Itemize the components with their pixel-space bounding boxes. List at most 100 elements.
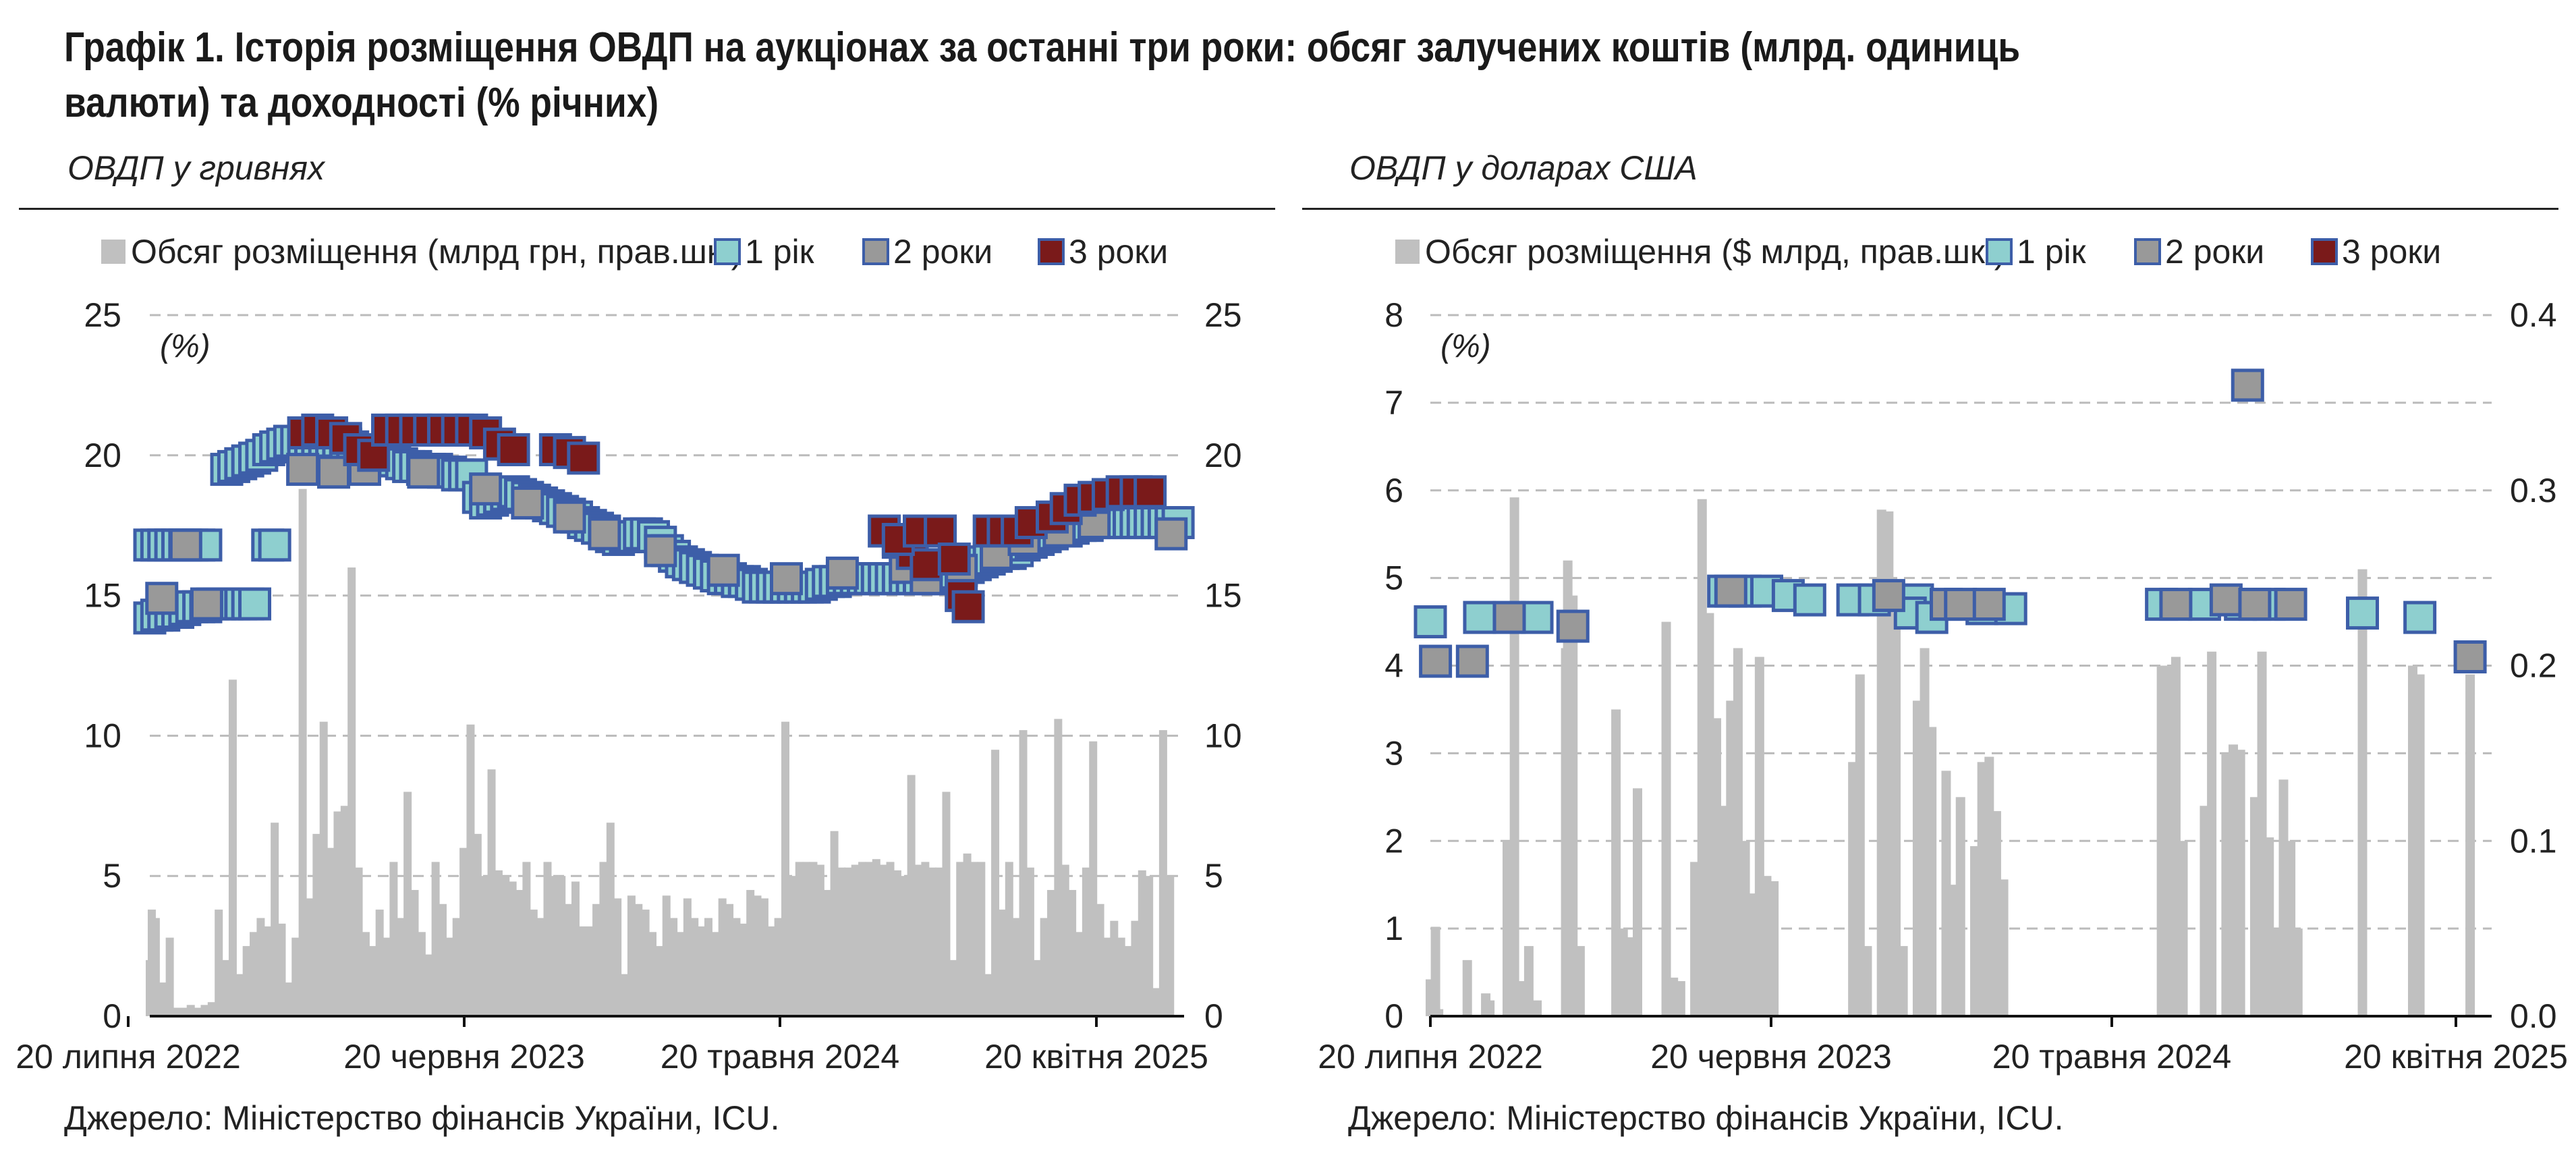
yield-marker-2 bbox=[169, 528, 202, 562]
volume-bar bbox=[445, 937, 454, 1016]
volume-bar bbox=[1102, 937, 1111, 1016]
volume-bar bbox=[1532, 1000, 1542, 1016]
volume-bar bbox=[1096, 903, 1104, 1016]
volume-bar bbox=[522, 862, 531, 1016]
volume-bar bbox=[298, 489, 307, 1016]
volume-bar bbox=[1898, 946, 1908, 1016]
volume-bar bbox=[1949, 885, 1959, 1016]
volume-bar bbox=[2257, 651, 2267, 1016]
legend-swatch bbox=[1395, 240, 1420, 264]
yield-marker-2 bbox=[2209, 583, 2243, 617]
volume-bar bbox=[2156, 665, 2166, 1016]
volume-bar bbox=[718, 898, 727, 1016]
legend-label: 1 рік bbox=[745, 233, 815, 271]
yield-marker-3 bbox=[909, 548, 943, 582]
yield-marker-2 bbox=[1972, 588, 2006, 621]
volume-bar bbox=[1509, 497, 1519, 1016]
volume-bar bbox=[914, 864, 923, 1016]
yield-marker-1 bbox=[1463, 601, 1496, 634]
unit-label: (%) bbox=[160, 329, 211, 364]
volume-bar bbox=[501, 876, 510, 1016]
volume-bar bbox=[466, 724, 475, 1016]
legend-label: 3 роки bbox=[1069, 233, 1168, 271]
volume-bar bbox=[487, 769, 496, 1016]
volume-bar bbox=[1625, 937, 1635, 1016]
yield-marker-2 bbox=[1492, 601, 1526, 634]
volume-bar bbox=[1575, 946, 1585, 1016]
right-axis-tick-label: 20 bbox=[1204, 437, 1242, 474]
legend-swatch bbox=[862, 238, 889, 265]
volume-bar bbox=[319, 721, 328, 1016]
volume-bar bbox=[802, 862, 811, 1016]
volume-bar bbox=[795, 862, 804, 1016]
yield-marker-2 bbox=[145, 582, 179, 615]
volume-bar bbox=[963, 853, 972, 1016]
yield-marker-2 bbox=[706, 553, 740, 587]
volume-bar bbox=[879, 864, 888, 1016]
volume-bar bbox=[592, 903, 601, 1016]
right-axis-tick-label: 0 bbox=[1204, 997, 1223, 1035]
volume-bar bbox=[2293, 928, 2303, 1016]
volume-bar bbox=[1991, 811, 2001, 1016]
volume-bar bbox=[1977, 762, 1987, 1016]
yield-marker-2 bbox=[1944, 588, 1978, 621]
unit-label: (%) bbox=[1440, 329, 1491, 364]
x-axis-tick-label: 20 липня 2022 bbox=[1318, 1038, 1543, 1076]
volume-bar bbox=[417, 932, 426, 1016]
volume-bar bbox=[1669, 977, 1679, 1016]
volume-bar bbox=[529, 910, 538, 1016]
volume-bar bbox=[774, 918, 783, 1016]
left-axis-tick-label: 2 bbox=[1384, 822, 1403, 860]
volume-bar bbox=[1145, 876, 1154, 1016]
right-axis-tick-label: 0.1 bbox=[2510, 822, 2557, 860]
volume-bar bbox=[1769, 881, 1779, 1016]
volume-bar bbox=[613, 898, 622, 1016]
left-axis-tick-label: 8 bbox=[1384, 296, 1403, 334]
volume-bar bbox=[921, 862, 930, 1016]
volume-bar bbox=[1089, 741, 1098, 1016]
left-axis-tick-label: 15 bbox=[84, 577, 121, 615]
volume-bar bbox=[473, 833, 482, 1016]
volume-bar bbox=[1733, 648, 1743, 1016]
right-axis-tick-label: 5 bbox=[1204, 857, 1223, 895]
volume-bar bbox=[159, 982, 167, 1016]
volume-bar bbox=[564, 903, 573, 1016]
volume-bar bbox=[383, 937, 391, 1016]
volume-bar bbox=[1005, 862, 1013, 1016]
left-axis-tick-label: 5 bbox=[1384, 559, 1403, 597]
volume-bar bbox=[767, 926, 776, 1016]
volume-bar bbox=[1675, 981, 1685, 1016]
right-axis-tick-label: 15 bbox=[1204, 577, 1242, 615]
volume-bar bbox=[627, 895, 636, 1016]
volume-bar bbox=[928, 867, 936, 1016]
volume-bar bbox=[228, 679, 237, 1016]
volume-bar bbox=[207, 1002, 216, 1016]
yield-marker-2 bbox=[2159, 588, 2193, 621]
volume-bar bbox=[1462, 959, 1472, 1016]
volume-bar bbox=[753, 895, 762, 1016]
volume-bar bbox=[305, 898, 314, 1016]
legend-swatch bbox=[2311, 238, 2338, 265]
volume-bar bbox=[2278, 779, 2289, 1016]
volume-bar bbox=[1019, 730, 1028, 1016]
volume-bar bbox=[1712, 718, 1722, 1016]
left-axis-tick-label: 10 bbox=[84, 717, 121, 754]
yield-marker-2 bbox=[769, 562, 803, 596]
usd-panel-rule bbox=[1302, 208, 2558, 210]
volume-bar bbox=[396, 918, 405, 1016]
yield-marker-1 bbox=[2403, 601, 2437, 634]
volume-bar bbox=[1075, 932, 1084, 1016]
x-axis-tick-label: 20 квітня 2025 bbox=[984, 1038, 1208, 1076]
yield-marker-1 bbox=[1520, 601, 1554, 634]
volume-bar bbox=[235, 974, 244, 1016]
yield-marker-2 bbox=[2231, 368, 2264, 402]
volume-bar bbox=[151, 918, 160, 1016]
volume-bar bbox=[2415, 674, 2425, 1016]
yield-marker-1 bbox=[1793, 583, 1826, 617]
volume-bar bbox=[327, 847, 335, 1016]
volume-bar bbox=[1611, 709, 1621, 1016]
volume-bar bbox=[1747, 893, 1758, 1016]
volume-bar bbox=[165, 937, 174, 1016]
left-axis-tick-label: 0 bbox=[103, 997, 121, 1035]
uah-chart: 25 20 15 10 5 0 25 20 15 10 5 0 (%) 20 липня 2022 20 ч… bbox=[16, 233, 1242, 1076]
